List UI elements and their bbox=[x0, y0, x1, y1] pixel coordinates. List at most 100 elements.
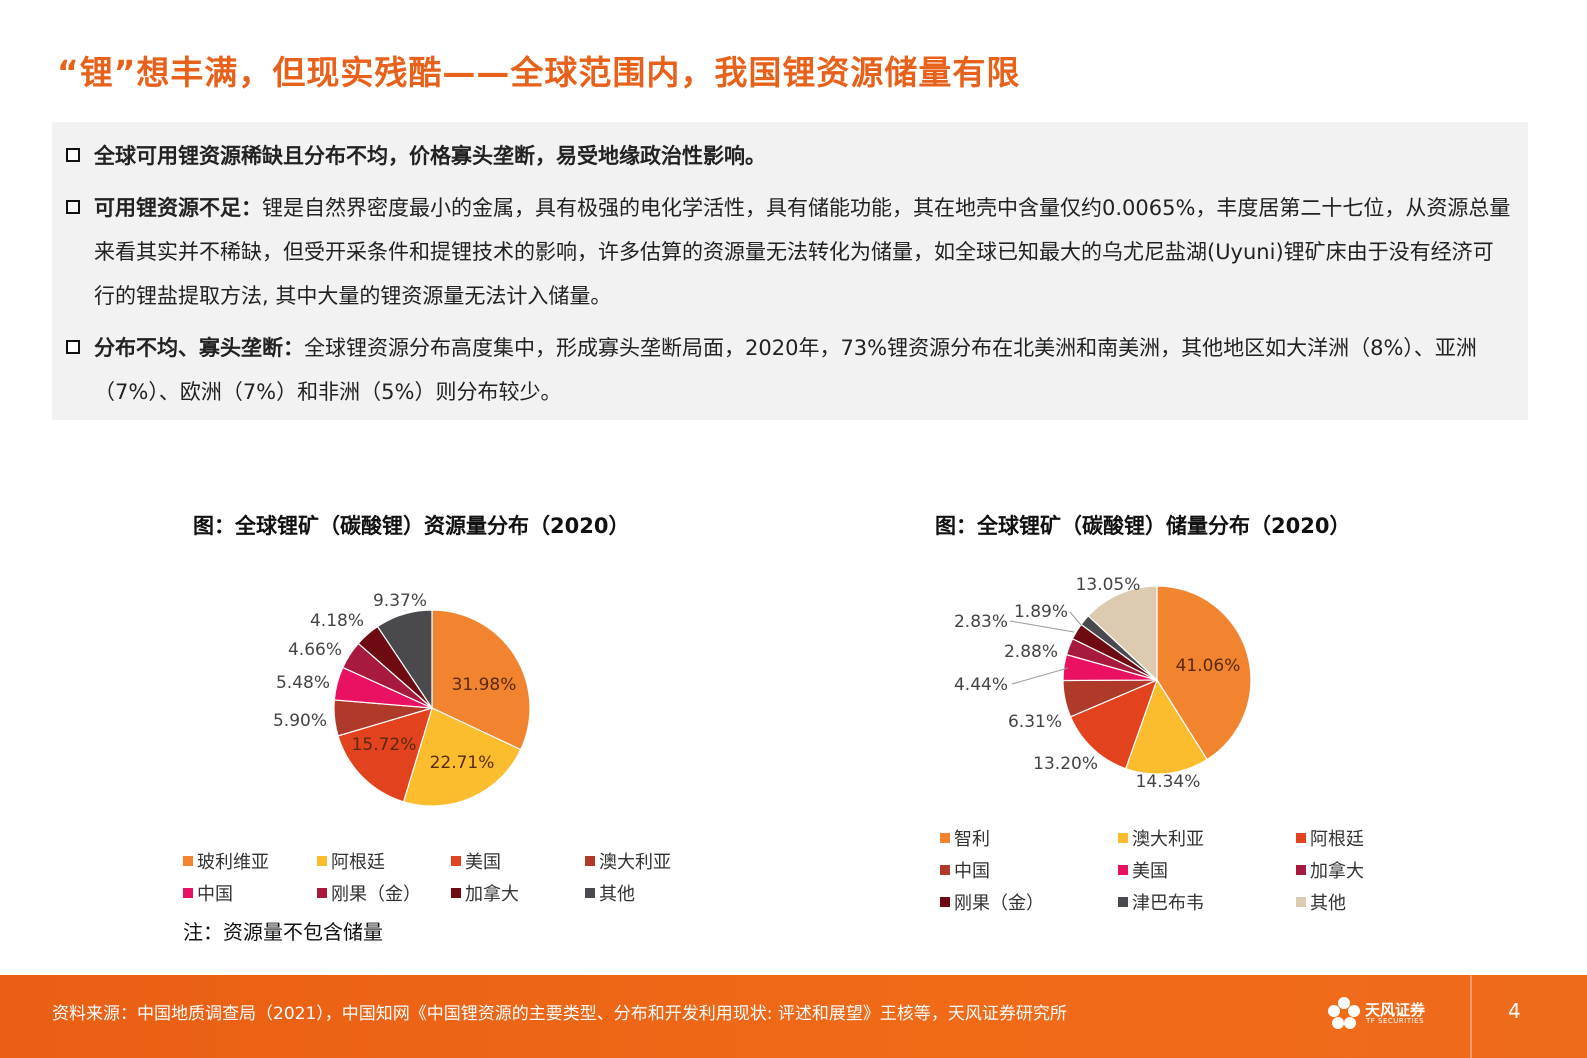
legend-swatch bbox=[1296, 833, 1306, 843]
legend-label: 玻利维亚 bbox=[197, 852, 269, 873]
checkbox-bullet-icon bbox=[66, 148, 80, 162]
pie-0-label-5: 4.66% bbox=[288, 640, 342, 660]
legend-swatch bbox=[451, 888, 461, 898]
chart-note: 注：资源量不包含储量 bbox=[183, 920, 383, 944]
legend-label: 阿根廷 bbox=[1310, 829, 1364, 850]
legend-item: 其他 bbox=[585, 880, 719, 906]
pie-1-leader-4 bbox=[1011, 667, 1069, 685]
legend-item: 刚果（金） bbox=[940, 889, 1118, 915]
pie-0-slice-0 bbox=[431, 609, 531, 751]
bullet-lead: 全球可用锂资源稀缺且分布不均，价格寡头垄断，易受地缘政治性影响。 bbox=[94, 144, 766, 168]
chart-title-resources: 图：全球锂矿（碳酸锂）资源量分布（2020） bbox=[193, 514, 630, 538]
legend-resources: 玻利维亚 阿根廷 美国 澳大利亚中国 刚果（金） 加拿大 其他 bbox=[183, 848, 719, 906]
legend-label: 其他 bbox=[599, 884, 635, 905]
pie-1-label-0: 41.06% bbox=[1176, 656, 1241, 676]
legend-swatch bbox=[940, 897, 950, 907]
pie-1-leader-6 bbox=[1009, 620, 1075, 633]
pie-1-slice-0 bbox=[1156, 585, 1252, 761]
brand-name: 天风证券 bbox=[1365, 1001, 1426, 1019]
brand-name-en: TF SECURITIES bbox=[1366, 1017, 1425, 1025]
legend-label: 美国 bbox=[465, 852, 501, 873]
pie-1-slice-8 bbox=[1087, 585, 1158, 682]
checkbox-bullet-icon bbox=[66, 200, 80, 214]
page-number: 4 bbox=[1508, 999, 1521, 1023]
legend-label: 其他 bbox=[1310, 893, 1346, 914]
legend-label: 澳大利亚 bbox=[1132, 829, 1204, 850]
legend-swatch bbox=[1118, 865, 1128, 875]
legend-item: 刚果（金） bbox=[317, 880, 451, 906]
legend-item: 美国 bbox=[451, 848, 585, 874]
legend-swatch bbox=[585, 888, 595, 898]
legend-item: 美国 bbox=[1118, 857, 1296, 883]
bullet-text: 全球锂资源分布高度集中，形成寡头垄断局面，2020年，73%锂资源分布在北美洲和… bbox=[94, 336, 1477, 404]
legend-label: 刚果（金） bbox=[331, 884, 421, 905]
bullet-distribution: 分布不均、寡头垄断：全球锂资源分布高度集中，形成寡头垄断局面，2020年，73%… bbox=[66, 326, 1512, 414]
legend-swatch bbox=[940, 833, 950, 843]
legend-swatch bbox=[1118, 833, 1128, 843]
pie-1-label-4: 4.44% bbox=[954, 675, 1008, 695]
legend-label: 智利 bbox=[954, 829, 990, 850]
pie-0-label-4: 5.48% bbox=[276, 673, 330, 693]
pie-0-slice-2 bbox=[337, 707, 433, 803]
legend-label: 澳大利亚 bbox=[599, 852, 671, 873]
footer-source: 资料来源：中国地质调查局（2021），中国知网《中国锂资源的主要类型、分布和开发… bbox=[52, 1004, 1067, 1024]
footer: 资料来源：中国地质调查局（2021），中国知网《中国锂资源的主要类型、分布和开发… bbox=[0, 975, 1587, 1058]
legend-item: 玻利维亚 bbox=[183, 848, 317, 874]
pie-1-leader-7 bbox=[1069, 611, 1082, 626]
legend-label: 加拿大 bbox=[465, 884, 519, 905]
legend-swatch bbox=[940, 865, 950, 875]
flower-logo-icon bbox=[1328, 997, 1360, 1029]
legend-label: 中国 bbox=[954, 861, 990, 882]
pie-0-label-0: 31.98% bbox=[452, 675, 517, 695]
legend-label: 中国 bbox=[197, 884, 233, 905]
checkbox-bullet-icon bbox=[66, 340, 80, 354]
legend-item: 津巴布韦 bbox=[1118, 889, 1296, 915]
bullet-lead: 分布不均、寡头垄断： bbox=[94, 336, 304, 360]
bullet-summary: 全球可用锂资源稀缺且分布不均，价格寡头垄断，易受地缘政治性影响。 bbox=[66, 134, 1512, 178]
legend-swatch bbox=[317, 888, 327, 898]
legend-swatch bbox=[451, 856, 461, 866]
pie-0-slice-1 bbox=[402, 707, 522, 807]
page-title: “锂”想丰满，但现实残酷——全球范围内，我国锂资源储量有限 bbox=[57, 53, 1021, 92]
legend-item: 智利 bbox=[940, 825, 1118, 851]
pie-0-label-2: 15.72% bbox=[352, 735, 417, 755]
legend-label: 美国 bbox=[1132, 861, 1168, 882]
pie-0-slice-7 bbox=[376, 609, 433, 710]
bullet-text: 锂是自然界密度最小的金属，具有极强的电化学活性，具有储能功能，其在地壳中含量仅约… bbox=[94, 196, 1511, 308]
legend-item: 加拿大 bbox=[451, 880, 585, 906]
pie-0-label-1: 22.71% bbox=[430, 753, 495, 773]
legend-reserves: 智利 澳大利亚 阿根廷中国 美国 加拿大刚果（金） 津巴布韦 其他 bbox=[940, 825, 1474, 915]
legend-label: 阿根廷 bbox=[331, 852, 385, 873]
legend-item: 加拿大 bbox=[1296, 857, 1474, 883]
pie-1-slice-2 bbox=[1069, 678, 1159, 770]
pie-1-label-3: 6.31% bbox=[1008, 712, 1062, 732]
legend-item: 中国 bbox=[940, 857, 1118, 883]
pie-1-label-8: 13.05% bbox=[1076, 575, 1141, 595]
chart-title-reserves: 图：全球锂矿（碳酸锂）储量分布（2020） bbox=[935, 514, 1351, 538]
legend-label: 刚果（金） bbox=[954, 893, 1044, 914]
legend-label: 加拿大 bbox=[1310, 861, 1364, 882]
info-box: 全球可用锂资源稀缺且分布不均，价格寡头垄断，易受地缘政治性影响。 可用锂资源不足… bbox=[52, 122, 1528, 420]
legend-swatch bbox=[183, 856, 193, 866]
pie-1-label-1: 14.34% bbox=[1136, 772, 1201, 792]
legend-swatch bbox=[585, 856, 595, 866]
legend-item: 其他 bbox=[1296, 889, 1474, 915]
pie-1-label-2: 13.20% bbox=[1033, 754, 1098, 774]
legend-item: 阿根廷 bbox=[317, 848, 451, 874]
legend-item: 澳大利亚 bbox=[585, 848, 719, 874]
legend-label: 津巴布韦 bbox=[1132, 893, 1204, 914]
bullet-lead: 可用锂资源不足： bbox=[94, 196, 262, 220]
legend-item: 澳大利亚 bbox=[1118, 825, 1296, 851]
pie-0-label-7: 9.37% bbox=[373, 591, 427, 611]
pie-0-label-6: 4.18% bbox=[310, 611, 364, 631]
pie-1-label-5: 2.88% bbox=[1004, 642, 1058, 662]
legend-swatch bbox=[317, 856, 327, 866]
pie-1-label-7: 1.89% bbox=[1014, 602, 1068, 622]
legend-swatch bbox=[1118, 897, 1128, 907]
pie-0-label-3: 5.90% bbox=[273, 711, 327, 731]
legend-swatch bbox=[183, 888, 193, 898]
pie-1-slice-1 bbox=[1124, 678, 1208, 775]
footer-divider bbox=[1470, 975, 1472, 1058]
legend-item: 阿根廷 bbox=[1296, 825, 1474, 851]
